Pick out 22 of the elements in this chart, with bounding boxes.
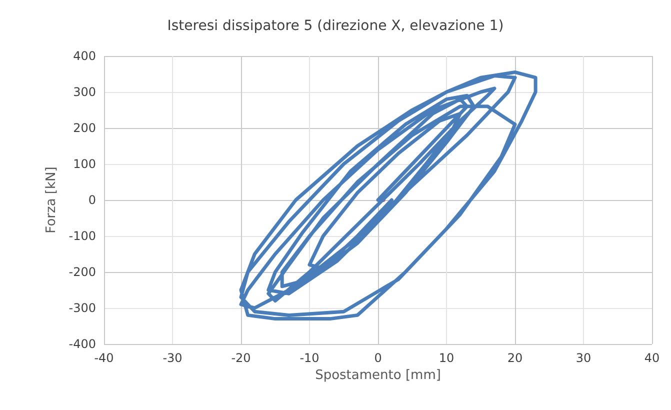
x-tick-label: -40 [94,351,114,365]
y-tick-label: -200 [68,265,96,279]
x-tick-label: 40 [644,351,660,365]
x-tick-label: 10 [438,351,454,365]
y-tick-label: 300 [73,85,96,99]
y-tick-label: -400 [68,337,96,351]
line-series [239,70,538,321]
x-tick-label: 0 [374,351,382,365]
x-tick-label: 30 [576,351,592,365]
y-axis-title: Forza [kN] [44,166,59,234]
x-tick-label: -20 [231,351,251,365]
y-tick-label: -100 [68,229,96,243]
x-tick-label: 20 [507,351,523,365]
y-tick-label: 200 [73,121,96,135]
y-tick-label: 100 [73,157,96,171]
y-tick-label: 0 [88,193,96,207]
x-axis-title: Spostamento [mm] [315,368,441,383]
x-tick-label: -30 [162,351,182,365]
y-tick-label: -300 [68,301,96,315]
y-tick-label: 400 [73,49,96,63]
chart-title: Isteresi dissipatore 5 (direzione X, elevazione 1) [167,18,504,34]
x-tick-label: -10 [300,351,320,365]
